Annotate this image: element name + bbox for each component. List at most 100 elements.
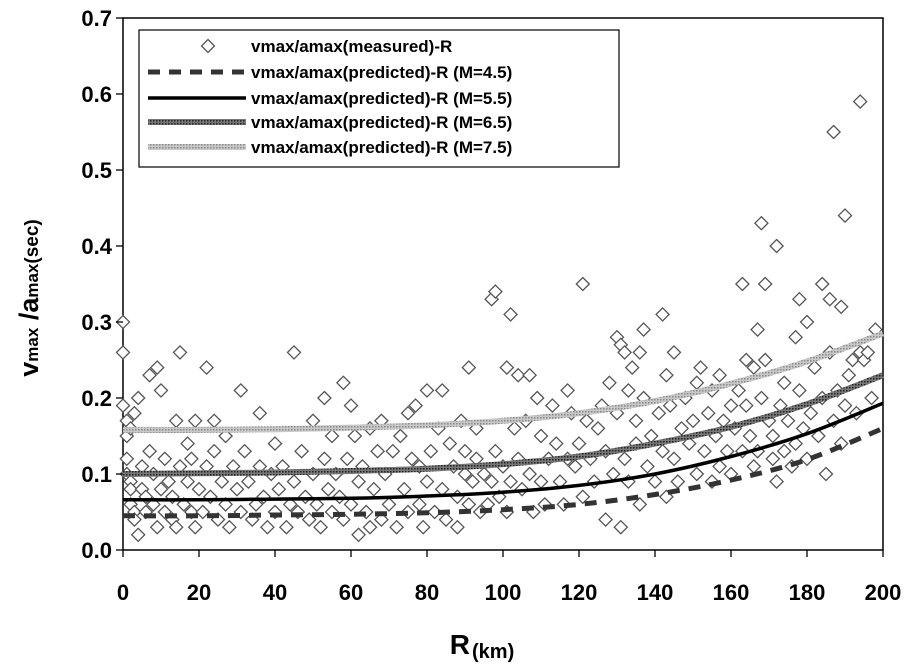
measured-point: [457, 466, 473, 482]
measured-point: [506, 420, 522, 436]
legend-item-m45: vmax/amax(predicted)-R (M=4.5): [148, 63, 512, 82]
y-tick-label: 0.5: [81, 158, 112, 183]
measured-point: [696, 443, 712, 459]
measured-point: [271, 481, 287, 497]
measured-point: [259, 519, 275, 535]
predicted-line-m75: [122, 330, 885, 433]
measured-point: [183, 451, 199, 467]
y-axis-label-v: v: [14, 362, 44, 377]
measured-point: [620, 382, 636, 398]
measured-point: [503, 474, 519, 490]
measured-point: [833, 299, 849, 315]
legend-label: vmax/amax(predicted)-R (M=4.5): [251, 63, 512, 82]
measured-point: [427, 504, 443, 520]
x-tick-label: 180: [789, 580, 826, 605]
measured-point: [161, 474, 177, 490]
measured-point: [810, 428, 826, 444]
measured-point: [791, 291, 807, 307]
measured-point: [282, 496, 298, 512]
measured-point: [769, 474, 785, 490]
x-tick-label: 140: [637, 580, 674, 605]
measured-point: [476, 466, 492, 482]
measured-point: [571, 436, 587, 452]
measured-point: [324, 428, 340, 444]
measured-point: [822, 291, 838, 307]
measured-point: [142, 367, 158, 383]
measured-point: [693, 360, 709, 376]
measured-point: [864, 390, 880, 406]
measured-point: [529, 390, 545, 406]
measured-point: [278, 519, 294, 535]
x-tick-label: 20: [187, 580, 211, 605]
measured-point: [807, 360, 823, 376]
measured-point: [738, 398, 754, 414]
measured-point: [780, 413, 796, 429]
measured-point: [130, 527, 146, 543]
measured-point: [738, 352, 754, 368]
measured-point: [191, 481, 207, 497]
predicted-line-m45: [122, 426, 884, 519]
measured-point: [852, 94, 868, 110]
measured-point: [457, 443, 473, 459]
measured-point: [153, 382, 169, 398]
measured-point: [662, 398, 678, 414]
measured-point: [392, 428, 408, 444]
legend-label: vmax/amax(predicted)-R (M=5.5): [251, 89, 512, 108]
y-axis-ticks: 0.0 0.1 0.2 0.3 0.4 0.5 0.6 0.7: [81, 6, 123, 563]
measured-point: [351, 474, 367, 490]
x-tick-label: 60: [339, 580, 363, 605]
measured-point: [765, 451, 781, 467]
measured-point: [712, 367, 728, 383]
measured-point: [404, 451, 420, 467]
x-tick-label: 0: [117, 580, 129, 605]
x-tick-label: 40: [263, 580, 287, 605]
measured-point: [689, 466, 705, 482]
measured-point: [487, 443, 503, 459]
x-axis-ticks: 0 20 40 60 80 100 120 140 160 180 200: [117, 550, 901, 605]
measured-point: [252, 405, 268, 421]
measured-point: [575, 489, 591, 505]
measured-point: [639, 458, 655, 474]
measured-point: [658, 367, 674, 383]
measured-point: [370, 443, 386, 459]
measured-point: [731, 382, 747, 398]
measured-point: [734, 276, 750, 292]
measured-point: [750, 322, 766, 338]
measured-point: [632, 344, 648, 360]
x-axis-label-unit: (km): [472, 641, 514, 663]
measured-point: [221, 519, 237, 535]
measured-point: [180, 474, 196, 490]
measured-point: [351, 527, 367, 543]
y-axis-label-max-1: max: [23, 327, 42, 362]
y-tick-label: 0.6: [81, 82, 112, 107]
measured-point: [575, 276, 591, 292]
measured-point: [826, 124, 842, 140]
y-axis-label-unit: (sec): [22, 219, 43, 263]
measured-point: [814, 276, 830, 292]
measured-point: [335, 375, 351, 391]
measured-point: [674, 420, 690, 436]
measured-point: [776, 375, 792, 391]
y-tick-label: 0.4: [81, 234, 112, 259]
measured-point: [769, 238, 785, 254]
measured-point: [449, 519, 465, 535]
measured-point: [172, 344, 188, 360]
measured-point: [320, 481, 336, 497]
measured-point: [655, 443, 671, 459]
measured-point: [753, 215, 769, 231]
measured-point: [522, 367, 538, 383]
measured-point: [362, 519, 378, 535]
x-tick-label: 80: [415, 580, 439, 605]
measured-point: [119, 451, 135, 467]
measured-point: [647, 474, 663, 490]
measured-point: [419, 382, 435, 398]
measured-point: [218, 428, 234, 444]
measured-point: [590, 420, 606, 436]
measured-point: [400, 405, 416, 421]
measured-point: [837, 208, 853, 224]
measured-point: [613, 519, 629, 535]
measured-point: [670, 474, 686, 490]
y-tick-label: 0.1: [81, 462, 112, 487]
measured-point: [776, 443, 792, 459]
